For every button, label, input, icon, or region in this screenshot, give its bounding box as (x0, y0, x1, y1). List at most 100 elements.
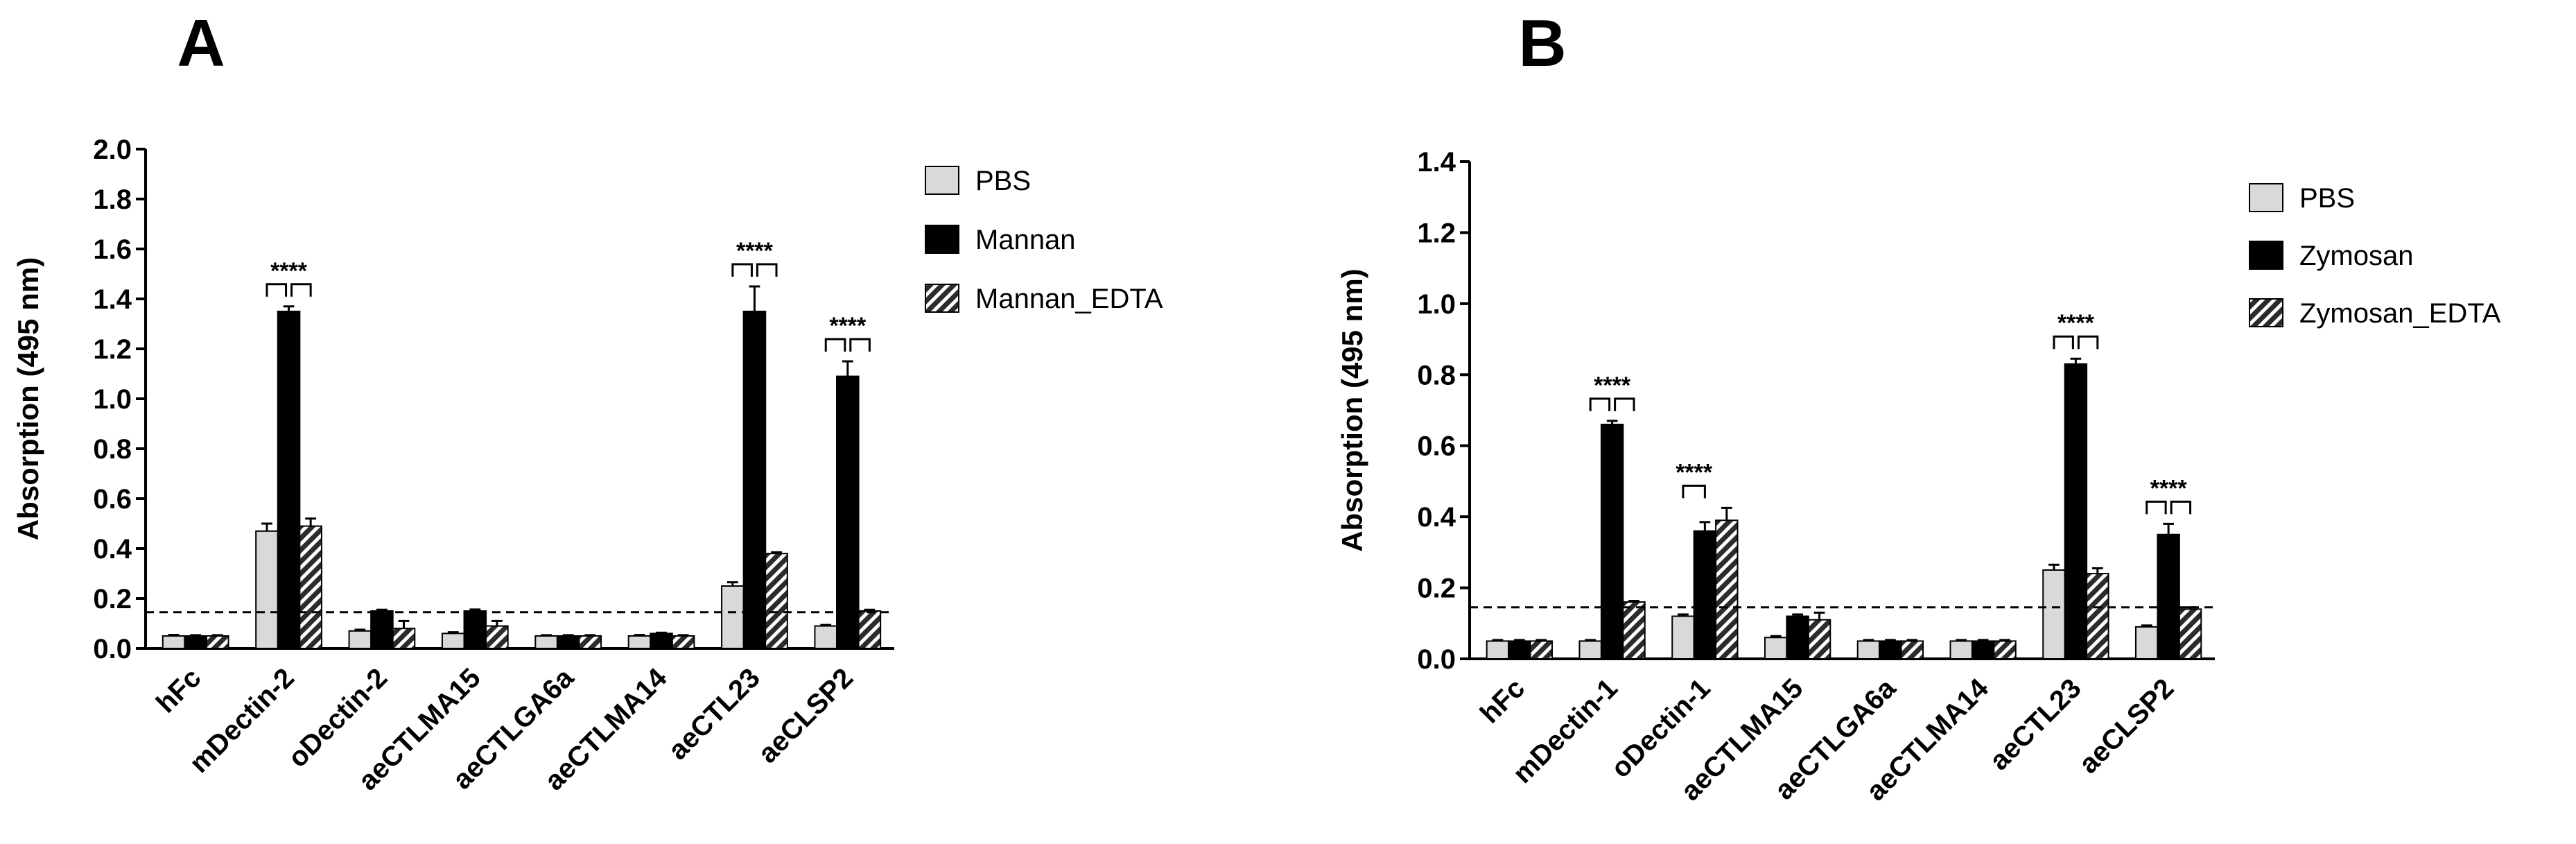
significance-bracket (2146, 500, 2167, 515)
bar-zymosan (1508, 640, 1531, 660)
y-tick-label: 0.2 (93, 584, 132, 614)
bar-pbs (255, 530, 279, 649)
y-tick-label: 1.4 (93, 284, 132, 315)
significance-label: **** (1676, 459, 1713, 485)
bar-zymosan-edta (1993, 640, 2017, 660)
bar-mannan (463, 610, 487, 649)
bar-mannan (184, 635, 207, 649)
bar-pbs (1671, 615, 1695, 660)
legend-label: PBS (975, 166, 1031, 196)
bar-mannan-edta (858, 610, 882, 649)
bar-mannan-edta (205, 635, 229, 649)
significance-label: **** (2150, 475, 2188, 501)
bar-mannan-edta (578, 635, 602, 649)
legend-swatch (2249, 298, 2283, 327)
legend-label: Mannan (975, 225, 1076, 255)
bar-zymosan-edta (1715, 519, 1739, 660)
significance-label: **** (2057, 310, 2095, 336)
y-tick-label: 0.2 (1417, 574, 1456, 604)
legend-label: PBS (2299, 183, 2355, 214)
bar-pbs (348, 630, 372, 649)
bar-zymosan-edta (1900, 640, 1924, 660)
y-tick-label: 0.0 (1417, 644, 1456, 675)
y-tick-label: 1.4 (1417, 147, 1456, 178)
bar-mannan (836, 375, 860, 649)
bar-zymosan (1879, 640, 1902, 660)
category-label: aeCTL23 (663, 662, 766, 766)
significance-label: **** (736, 238, 774, 264)
significance-bracket (849, 338, 871, 352)
significance-label: **** (270, 258, 308, 284)
bar-pbs (162, 635, 186, 649)
legend-swatch (925, 284, 959, 313)
significance-bracket (756, 263, 778, 277)
y-tick-label: 2.0 (93, 135, 132, 165)
category-label: hFc (150, 662, 207, 718)
y-tick-label: 0.8 (1417, 360, 1456, 390)
significance-bracket (2053, 335, 2074, 350)
significance-bracket (2170, 500, 2192, 515)
legend-swatch (925, 166, 959, 195)
legend-label: Zymosan_EDTA (2299, 298, 2501, 329)
y-tick-label: 0.4 (93, 534, 132, 565)
significance-bracket (290, 283, 312, 297)
legend-swatch (2249, 183, 2283, 212)
bar-pbs (1486, 640, 1510, 660)
bar-zymosan (1600, 423, 1624, 660)
y-tick-label: 1.8 (93, 184, 132, 215)
y-tick-label: 1.6 (93, 234, 132, 265)
category-label: aeCTL23 (1984, 673, 2087, 776)
chart-panel-b: B 0.0 0.2 0.4 0.6 0.8 1.0 1.2 1.4 Absorption (495… (1336, 6, 2501, 807)
y-tick-label: 1.0 (93, 384, 132, 415)
bar-mannan (650, 632, 673, 650)
significance-bracket (2077, 335, 2099, 350)
bar-zymosan (2064, 363, 2088, 660)
significance-bracket (1614, 397, 1635, 411)
bar-pbs (1856, 640, 1881, 660)
y-tick-label: 1.0 (1417, 289, 1456, 320)
bar-mannan-edta (765, 553, 788, 650)
y-axis-label: Absorption (495 nm) (1336, 268, 1368, 551)
panel-label: A (177, 6, 225, 80)
category-label: aeCLSP2 (752, 662, 859, 769)
panel-label: B (1518, 6, 1566, 80)
category-label: aeCLSP2 (2073, 673, 2180, 780)
bar-zymosan-edta (1807, 619, 1831, 660)
significance-label: **** (829, 313, 867, 339)
bar-pbs (1949, 640, 1973, 660)
y-tick-label: 0.6 (93, 484, 132, 515)
y-tick-label: 0.6 (1417, 431, 1456, 462)
legend-swatch (2249, 241, 2283, 270)
chart-panel-a: A 0.0 0.2 0.4 0.6 0.8 1.0 1.2 1.4 1.6 1.8 2.0 Absorp… (12, 6, 1163, 796)
y-tick-label: 0.0 (93, 634, 132, 664)
bar-pbs (2134, 626, 2159, 660)
y-tick-label: 1.2 (93, 334, 132, 365)
bar-pbs (1764, 637, 1788, 660)
significance-bracket (1589, 397, 1611, 411)
y-tick-label: 0.4 (1417, 502, 1456, 533)
bar-mannan (556, 635, 580, 649)
bar-zymosan-edta (1529, 640, 1554, 660)
bar-pbs (627, 635, 652, 649)
y-axis-label: Absorption (495 nm) (12, 257, 44, 540)
bar-pbs (721, 585, 745, 649)
bar-pbs (1578, 640, 1602, 660)
bar-pbs (2042, 569, 2066, 660)
bar-zymosan-edta (2086, 573, 2109, 660)
bar-mannan (277, 311, 301, 649)
bar-zymosan (1693, 530, 1717, 660)
significance-bracket (731, 263, 753, 277)
significance-bracket (1682, 484, 1706, 499)
legend-swatch (925, 225, 959, 254)
bar-zymosan-edta (1622, 601, 1646, 660)
significance-bracket (824, 338, 846, 352)
significance-label: **** (1594, 372, 1631, 399)
bar-zymosan (1786, 615, 1809, 660)
significance-bracket (266, 283, 288, 297)
y-tick-label: 1.2 (1417, 218, 1456, 248)
bar-mannan (742, 311, 767, 649)
bar-mannan-edta (392, 628, 416, 650)
bar-mannan-edta (485, 625, 509, 649)
bar-mannan (370, 610, 394, 649)
